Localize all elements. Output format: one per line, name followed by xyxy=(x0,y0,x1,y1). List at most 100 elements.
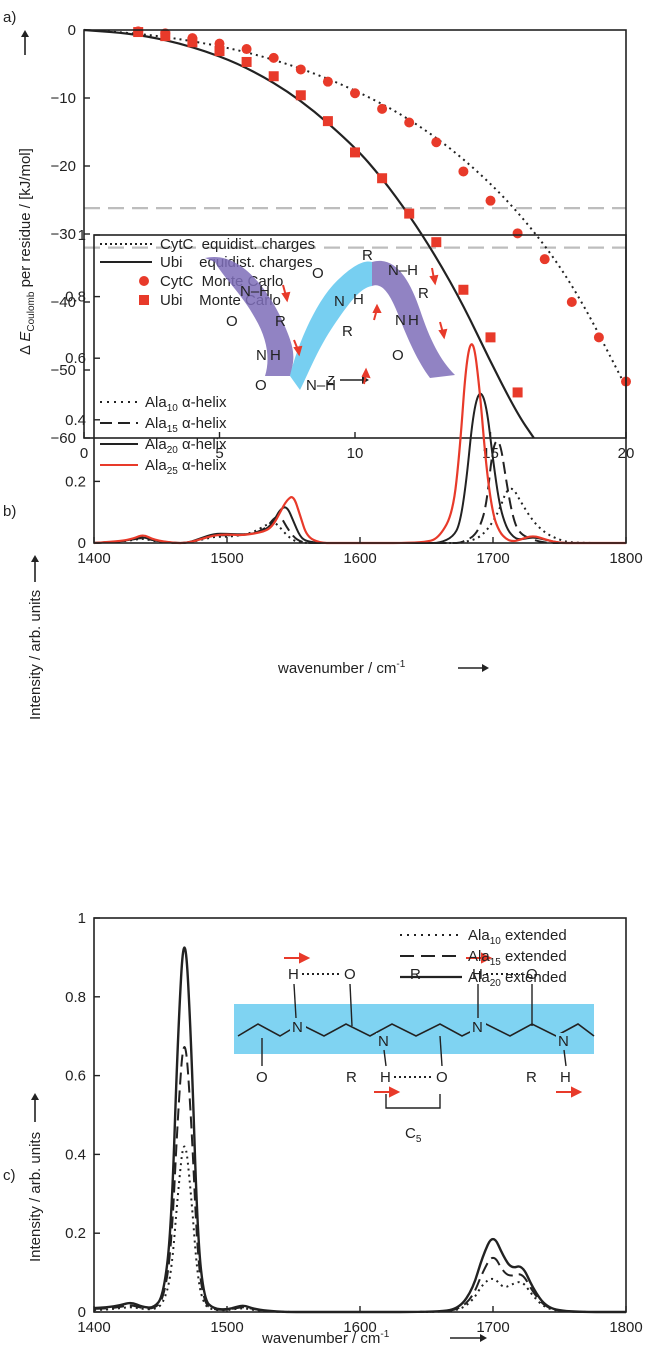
x-axis-label: wavenumber / cm-1 xyxy=(261,1329,390,1347)
data-point-circle xyxy=(539,254,550,265)
legend-row-ala25: Ala25 α-helix xyxy=(100,457,227,477)
legend-row-ala10: Ala10 α-helix xyxy=(100,394,227,414)
data-point-circle xyxy=(566,297,577,307)
x-tick-label: 1600 xyxy=(343,1319,376,1336)
panel-a-letter: a) xyxy=(3,9,16,26)
reference-lines xyxy=(84,207,626,249)
atom-label: H xyxy=(472,966,483,983)
y-axis-arrowhead-icon xyxy=(21,30,29,37)
legend-row-ala15: Ala15 α-helix xyxy=(100,415,227,435)
y-axis-arrowhead-icon xyxy=(31,1093,39,1100)
y-axis-title-c: Intensity / arb. units xyxy=(27,1093,44,1262)
c5-label: C5 xyxy=(405,1125,422,1145)
atom-label: R xyxy=(275,313,286,330)
y-axis-label: Intensity / arb. units xyxy=(27,1132,44,1262)
y-tick-label: 0.8 xyxy=(65,989,86,1006)
helix-ribbon-segment xyxy=(372,260,455,378)
x-tick-label: 0 xyxy=(80,445,88,462)
atom-label: N xyxy=(334,293,345,310)
panel-c: c) N N N N H O R H O O R H O R H C5 xyxy=(3,910,643,1347)
alpha-helix-inset: N–H O R N H O N–H O N R H R N–H R N H O xyxy=(205,247,455,394)
atom-label: O xyxy=(344,966,356,983)
legend-row-ala10-ext: Ala10 extended xyxy=(400,927,567,947)
legend-row-ubi-line: Ubi equidist. charges xyxy=(100,254,313,271)
data-point-circle xyxy=(431,137,442,148)
y-tick-label: 0 xyxy=(78,535,86,552)
strand-atom-labels: N N N N H O R H O O R H O R H C5 xyxy=(256,966,572,1145)
x-axis-title-c: wavenumber / cm-1 xyxy=(261,1329,487,1347)
atom-label: H xyxy=(288,966,299,983)
y-tick-label: −40 xyxy=(51,294,76,311)
x-axis-arrowhead-icon xyxy=(482,664,489,672)
x-tick-label: 1700 xyxy=(476,1319,509,1336)
data-point-square xyxy=(350,147,360,158)
atom-label: H xyxy=(380,1069,391,1086)
plot-b-legend: Ala10 α-helix Ala15 α-helix Ala20 α-heli… xyxy=(100,394,227,477)
y-tick-label: 0.2 xyxy=(65,473,86,490)
extended-strand-inset: N N N N H O R H O O R H O R H C5 xyxy=(234,952,595,1145)
atom-label: H xyxy=(270,347,281,364)
atom-label: N xyxy=(378,1033,389,1050)
atom-label: H xyxy=(408,312,419,329)
x-axis-label: wavenumber / cm-1 xyxy=(277,659,406,677)
data-point-square xyxy=(133,27,144,38)
atom-label: O xyxy=(312,265,324,282)
hydrogen-bonds xyxy=(261,973,567,1109)
y-tick-label: −50 xyxy=(51,362,76,379)
x-tick-label: 1800 xyxy=(609,550,642,567)
legend-row-ala20: Ala20 α-helix xyxy=(100,436,227,456)
x-tick-label: 1800 xyxy=(609,1319,642,1336)
panel-b: b) N–H O R N H O N–H O N R H R N–H R N xyxy=(3,227,643,720)
data-point-circle xyxy=(268,52,279,63)
legend-row-ala15-ext: Ala15 extended xyxy=(400,948,567,968)
atom-label: O xyxy=(255,377,267,394)
helix-atom-labels: N–H O R N H O N–H O N R H R N–H R N H O xyxy=(226,247,429,394)
data-point-square xyxy=(268,71,279,82)
atom-label: N xyxy=(292,1019,303,1036)
data-point-square xyxy=(377,173,388,184)
atom-label: O xyxy=(256,1069,268,1086)
atom-label: N–H xyxy=(306,377,336,394)
atom-label: N xyxy=(558,1033,569,1050)
atom-label: R xyxy=(346,1069,357,1086)
data-point-circle xyxy=(458,166,469,177)
y-axis-title-b: Intensity / arb. units xyxy=(27,555,44,720)
panel-b-letter: b) xyxy=(3,503,16,520)
y-tick-label: 0 xyxy=(78,1304,86,1321)
atom-label: H xyxy=(560,1069,571,1086)
atom-label: N–H xyxy=(388,262,418,279)
atom-label: N xyxy=(256,347,267,364)
plot-b-axes: 1400 1500 1600 1700 1800 0 0.2 0.4 0.6 0.8 1 xyxy=(65,227,643,567)
legend-label: Ala20 extended xyxy=(468,969,567,989)
data-point-circle xyxy=(350,88,360,99)
panel-c-letter: c) xyxy=(3,1167,16,1184)
y-tick-label: 1 xyxy=(78,910,86,927)
x-tick-label: 5 xyxy=(215,445,223,462)
atom-label: R xyxy=(410,966,421,983)
helix-ribbon-segment xyxy=(205,256,294,376)
atom-label: O xyxy=(226,313,238,330)
data-point-circle xyxy=(377,103,388,114)
data-point-square xyxy=(322,116,333,127)
legend-label: Ala15 extended xyxy=(468,948,567,968)
legend-label: Ala10 α-helix xyxy=(145,394,227,414)
x-axis-label: z xyxy=(326,371,335,388)
panel-a: a) 0 5 10 15 200−10−20−30−40−50−60 CytC equi… xyxy=(3,9,634,462)
spectrum-line xyxy=(93,487,626,545)
data-point-circle xyxy=(241,44,252,55)
x-tick-label: 1400 xyxy=(77,550,110,567)
x-tick-label: 1500 xyxy=(210,550,243,567)
x-tick-label: 1600 xyxy=(343,550,376,567)
legend-square-marker xyxy=(139,295,149,305)
y-tick-label: −10 xyxy=(51,90,76,107)
plot-c-series xyxy=(93,946,626,1314)
y-tick-label: 1 xyxy=(78,227,86,244)
legend-label: Ala10 extended xyxy=(468,927,567,947)
y-axis-label: Δ ECoulomb per residue / [kJ/mol] xyxy=(17,148,37,355)
legend-circle-marker xyxy=(139,276,149,286)
helix-ribbon-segment xyxy=(290,261,372,390)
x-tick-label: 1400 xyxy=(77,1319,110,1336)
x-tick-label: 10 xyxy=(347,445,364,462)
atom-label: R xyxy=(526,1069,537,1086)
